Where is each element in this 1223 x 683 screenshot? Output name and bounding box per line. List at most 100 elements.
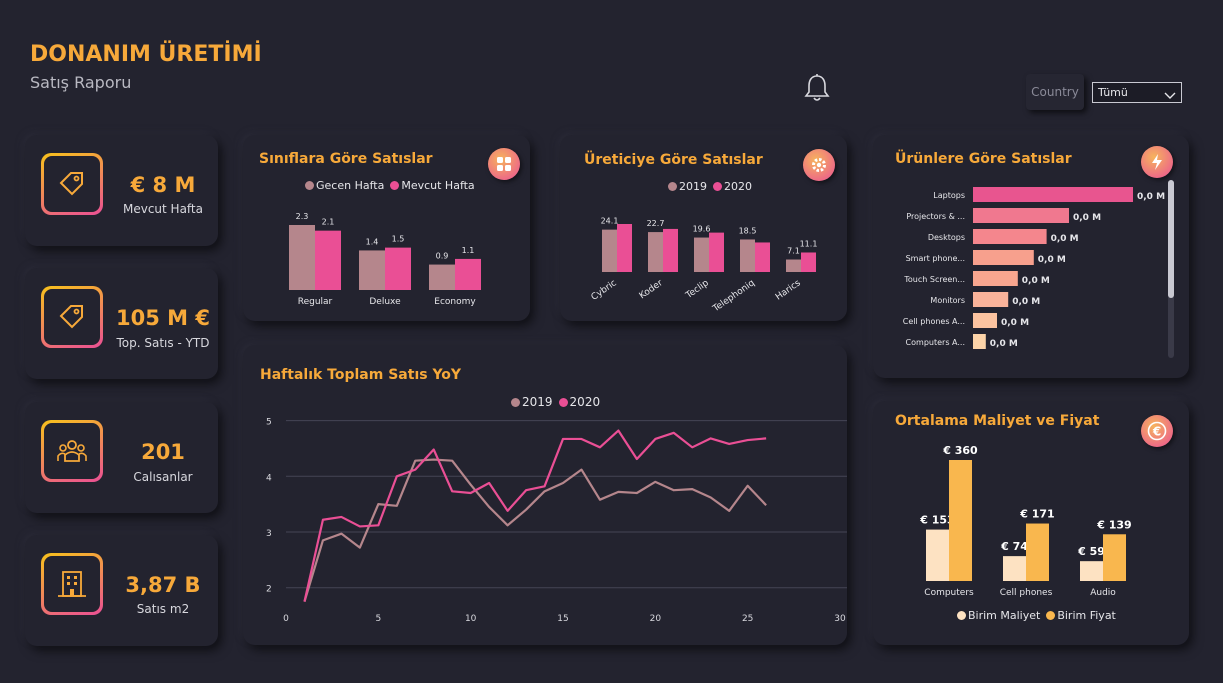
data-label: 0,0 M	[1012, 297, 1040, 307]
data-label: 24.1	[601, 217, 619, 226]
bar	[973, 313, 997, 328]
bar	[949, 460, 972, 581]
legend-item: Birim Fiyat	[1046, 609, 1116, 622]
legend-item: Gecen Hafta	[305, 179, 384, 192]
card-title: Ürünlere Göre Satıslar	[895, 151, 1072, 167]
tick-label: Projectors & ...	[906, 212, 965, 221]
legend-label: 2019	[522, 395, 553, 409]
people-icon	[41, 420, 103, 482]
bar	[1026, 523, 1049, 581]
tick-label: Desktops	[928, 233, 965, 242]
price-tag-icon	[41, 153, 103, 215]
data-label: € 59	[1077, 545, 1105, 558]
tick-label: Teclip	[684, 278, 711, 301]
data-label: 2.1	[322, 218, 335, 227]
legend-item: 2020	[713, 180, 752, 193]
tick-label: Deluxe	[369, 297, 401, 307]
weekly-sales-chart: 2 3 4 5 0 5 10 15 20 25 30	[266, 418, 847, 624]
data-label: 0,0 M	[1001, 318, 1029, 328]
data-label: 1.4	[366, 237, 379, 246]
avg-cost-price-chart: € 153 € 360 Computers € 74 € 171 Cell phones €…	[919, 444, 1131, 598]
country-select-value: Tümü	[1098, 86, 1128, 99]
kpi-value: 3,87 B	[125, 573, 201, 597]
data-label: 0.9	[436, 252, 449, 261]
building-icon	[41, 553, 103, 615]
legend-label: Gecen Hafta	[316, 179, 385, 192]
legend-item: 2020	[558, 395, 600, 409]
bar	[617, 224, 632, 272]
bell-icon[interactable]	[803, 73, 831, 107]
page-title: DONANIM ÜRETİMİ	[30, 42, 262, 67]
tick-label: Cybric	[590, 278, 619, 303]
bar	[385, 247, 411, 290]
kpi-label: Mevcut Hafta	[122, 202, 203, 216]
tick-label: 3	[266, 529, 272, 539]
kpi-label: Top. Satıs - YTD	[116, 336, 210, 350]
settings-gear-icon[interactable]	[803, 149, 835, 181]
kpi-label: Satıs m2	[136, 602, 190, 616]
bar	[973, 229, 1047, 244]
country-select[interactable]: Tümü	[1092, 82, 1182, 103]
bar	[1080, 561, 1103, 581]
legend: 2019 2020	[511, 395, 600, 409]
weekly-sales-card: Haftalık Toplam Satıs YoY 2019 2020 2 3 4 5…	[243, 345, 847, 645]
grid-apps-icon[interactable]	[488, 148, 520, 180]
data-label: 2.3	[296, 212, 309, 221]
data-label: 0,0 M	[1137, 192, 1165, 202]
tick-label: 5	[266, 418, 272, 428]
tick-label: 30	[834, 614, 846, 624]
tick-label: 0	[283, 614, 289, 624]
kpi-value: 201	[141, 440, 185, 464]
legend-label: 2019	[679, 180, 707, 193]
card-title: Sınıflara Göre Satıslar	[259, 151, 433, 167]
legend: Birim Maliyet Birim Fiyat	[957, 609, 1116, 622]
tick-label: 20	[650, 614, 662, 624]
class-sales-chart: 2.3 2.1 Regular 1.4 1.5 Deluxe 0.9 1.1 Economy	[289, 212, 481, 307]
euro-icon[interactable]: €	[1141, 415, 1173, 447]
card-title: Haftalık Toplam Satıs YoY	[260, 367, 462, 383]
tick-label: Monitors	[930, 296, 965, 305]
tick-label: Laptops	[933, 191, 965, 200]
tick-label: Computers A...	[906, 338, 965, 347]
bar	[709, 232, 724, 272]
legend: Gecen Hafta Mevcut Hafta	[305, 179, 475, 192]
bar	[289, 225, 315, 290]
kpi-value: € 8 M	[130, 173, 196, 197]
bar	[973, 334, 986, 349]
scrollbar-thumb[interactable]	[1168, 180, 1174, 298]
bar	[740, 239, 755, 272]
data-label: 1.5	[392, 235, 405, 244]
tick-label: 5	[375, 614, 381, 624]
lightning-icon[interactable]	[1141, 146, 1173, 178]
bar	[926, 529, 949, 581]
data-label: 22.7	[647, 219, 665, 228]
legend-item: 2019	[511, 395, 553, 409]
bar	[602, 229, 617, 272]
data-label: 0,0 M	[1038, 255, 1066, 265]
data-label: € 139	[1096, 518, 1131, 531]
country-filter-label: Country	[1026, 74, 1084, 110]
tick-label: Computers	[924, 588, 974, 598]
tick-label: Cell phones	[1000, 588, 1053, 598]
tick-label: Smart phone...	[906, 254, 965, 263]
legend-label: Birim Fiyat	[1057, 609, 1116, 622]
legend-item: 2019	[668, 180, 707, 193]
producer-sales-card: Üreticiye Göre Satıslar 2019 2020 24.1 Cy…	[560, 135, 847, 321]
data-label: € 153	[919, 514, 954, 527]
tick-label: Economy	[434, 297, 476, 307]
legend-item: Mevcut Hafta	[390, 179, 475, 192]
data-label: 0,0 M	[1051, 234, 1079, 244]
tick-label: Cell phones A...	[903, 317, 965, 326]
card-title: Ortalama Maliyet ve Fiyat	[895, 413, 1100, 429]
tick-label: Telephoniq	[711, 278, 757, 315]
product-sales-card: Ürünlere Göre Satıslar Laptops 0,0 M Proje…	[873, 135, 1189, 378]
svg-text:€: €	[1152, 425, 1161, 439]
kpi-label: Calısanlar	[133, 470, 193, 484]
series-line	[303, 429, 767, 602]
class-sales-card: Sınıflara Göre Satıslar Gecen Hafta Mevc…	[243, 135, 530, 321]
legend: 2019 2020	[668, 180, 752, 193]
bar	[973, 187, 1133, 202]
series-line	[303, 458, 767, 602]
data-label: € 171	[1019, 508, 1054, 521]
page-subtitle: Satış Raporu	[30, 73, 132, 92]
